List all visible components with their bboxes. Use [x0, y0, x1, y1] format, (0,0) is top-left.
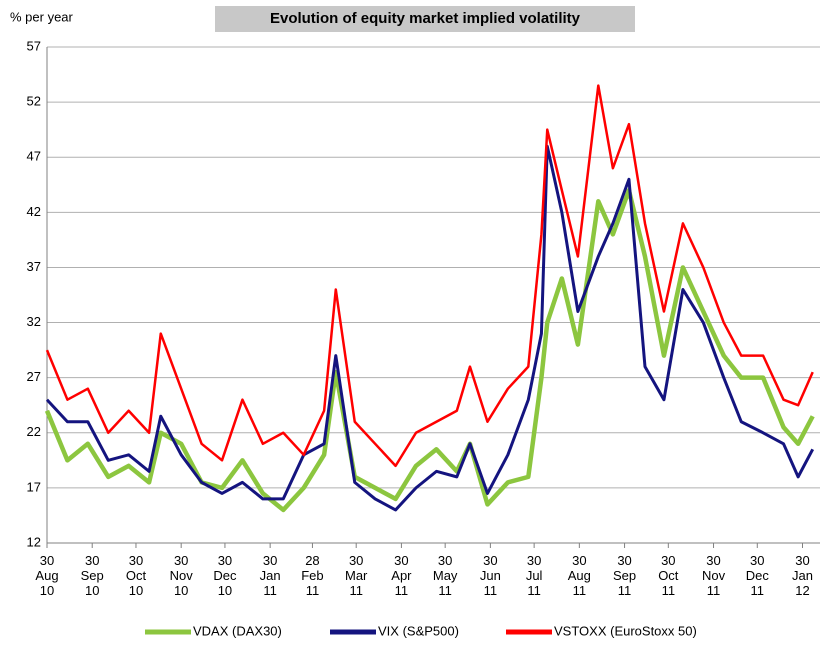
x-tick-label: 30 Aug 10 [35, 553, 59, 598]
title-box [215, 6, 635, 32]
series-line [45, 144, 815, 512]
y-tick-label: 32 [27, 314, 41, 329]
legend-label: VDAX (DAX30) [193, 623, 282, 638]
x-tick-label: 30 Sep 10 [80, 553, 104, 598]
chart-title: Evolution of equity market implied volat… [270, 10, 581, 27]
x-tick-label: 30 May 11 [432, 553, 458, 598]
legend-label: VSTOXX (EuroStoxx 50) [554, 623, 697, 638]
y-tick-label: 27 [27, 369, 41, 384]
y-tick-label: 42 [27, 204, 41, 219]
x-tick-label: 30 Dec 11 [745, 553, 769, 598]
y-tick-label: 47 [27, 149, 41, 164]
y-tick-label: 17 [27, 479, 41, 494]
x-tick-label: 30 Apr 11 [391, 553, 412, 598]
x-tick-label: 28 Feb 11 [301, 553, 324, 598]
y-tick-label: 52 [27, 94, 41, 109]
x-tick-label: 30 Jan 11 [259, 553, 281, 598]
x-tick-label: 30 Nov 10 [169, 553, 193, 598]
x-tick-label: 30 Jan 12 [792, 553, 813, 598]
series-line [45, 84, 814, 468]
x-tick-label: 30 Oct 11 [658, 553, 679, 598]
x-tick-label: 30 Jul 11 [525, 553, 543, 598]
legend-label: VIX (S&P500) [378, 623, 459, 638]
x-tick-label: 30 Dec 10 [213, 553, 237, 598]
series-line [44, 188, 815, 513]
y-tick-label: 37 [27, 259, 41, 274]
y-tick-label: 22 [27, 424, 41, 439]
x-tick-label: 30 Jun 11 [479, 553, 501, 598]
x-tick-label: 30 Aug 11 [567, 553, 591, 598]
y-axis-label: % per year [10, 9, 74, 24]
y-tick-label: 57 [27, 38, 41, 53]
y-tick-label: 12 [27, 534, 41, 549]
x-tick-label: 30 Sep 11 [612, 553, 637, 598]
x-tick-label: 30 Oct 10 [125, 553, 147, 598]
x-tick-label: 30 Mar 11 [344, 553, 368, 598]
x-tick-label: 30 Nov 11 [701, 553, 726, 598]
